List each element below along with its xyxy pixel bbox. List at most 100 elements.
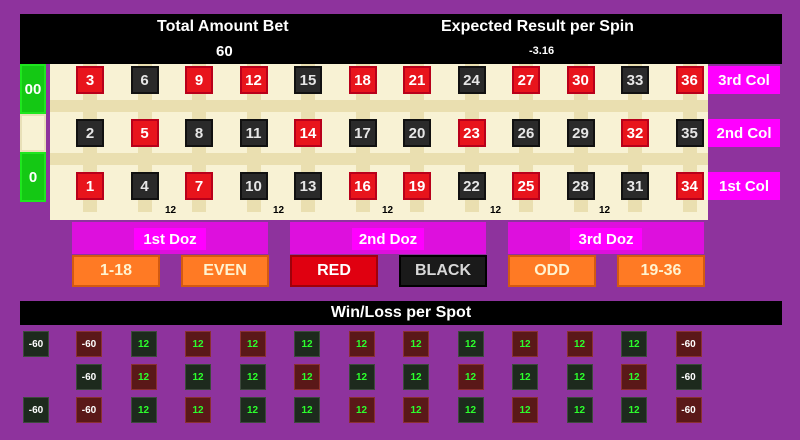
winloss-cell: 12 (512, 364, 538, 390)
number-17[interactable]: 17 (348, 119, 377, 147)
winloss-cell: 12 (403, 331, 429, 357)
column-2-button[interactable]: 2nd Col (708, 119, 780, 147)
dozen-bet-value: 12 (599, 205, 611, 216)
dozen-bet-value: 12 (273, 205, 285, 216)
dozen-3-label: 3rd Doz (570, 228, 642, 250)
red-button[interactable]: RED (290, 255, 378, 287)
number-31[interactable]: 31 (621, 172, 649, 200)
number-25[interactable]: 25 (512, 172, 540, 200)
number-24[interactable]: 24 (457, 66, 486, 94)
even-button[interactable]: EVEN (181, 255, 269, 287)
black-button[interactable]: BLACK (399, 255, 487, 287)
winloss-cell: -60 (76, 331, 102, 357)
summary-bar: Total Amount Bet 60 Expected Result per … (20, 14, 782, 64)
winloss-cell: 12 (185, 364, 211, 390)
winloss-cell: 12 (403, 364, 429, 390)
winloss-cell: -60 (76, 397, 102, 423)
winloss-cell: 12 (130, 364, 157, 390)
dozen-bet-value: 12 (490, 205, 502, 216)
number-32[interactable]: 32 (621, 119, 649, 147)
winloss-cell: 12 (566, 331, 593, 357)
column-3-button[interactable]: 3rd Col (708, 66, 780, 94)
number-28[interactable]: 28 (566, 172, 595, 200)
expected-result-value: -3.16 (529, 45, 555, 57)
number-8[interactable]: 8 (185, 119, 213, 147)
high-19-36-button[interactable]: 19-36 (617, 255, 705, 287)
number-5[interactable]: 5 (130, 119, 159, 147)
winloss-cell: 12 (239, 331, 266, 357)
dozen-2-label: 2nd Doz (352, 228, 424, 250)
board-grid-line (50, 100, 708, 112)
number-10[interactable]: 10 (239, 172, 268, 200)
number-2[interactable]: 2 (76, 119, 104, 147)
winloss-cell: 12 (457, 364, 484, 390)
winloss-zero-cell: -60 (23, 331, 49, 357)
number-36[interactable]: 36 (675, 66, 704, 94)
dozen-bet-value: 12 (165, 205, 177, 216)
zero-00[interactable]: 00 (20, 64, 46, 114)
winloss-cell: 12 (512, 397, 538, 423)
winloss-cell: 12 (239, 364, 266, 390)
dozen-1-label: 1st Doz (134, 228, 206, 250)
number-23[interactable]: 23 (457, 119, 486, 147)
total-amount-value: 60 (216, 43, 233, 60)
number-16[interactable]: 16 (348, 172, 377, 200)
number-1[interactable]: 1 (76, 172, 104, 200)
winloss-cell: 12 (130, 331, 157, 357)
number-33[interactable]: 33 (621, 66, 649, 94)
dozen-3-button[interactable]: 3rd Doz (508, 222, 704, 254)
number-12[interactable]: 12 (239, 66, 268, 94)
winloss-cell: 12 (403, 397, 429, 423)
number-20[interactable]: 20 (403, 119, 431, 147)
number-7[interactable]: 7 (185, 172, 213, 200)
winloss-cell: 12 (348, 331, 375, 357)
dozen-1-button[interactable]: 1st Doz (72, 222, 268, 254)
number-13[interactable]: 13 (294, 172, 322, 200)
number-18[interactable]: 18 (348, 66, 377, 94)
winloss-cell: -60 (675, 364, 702, 390)
winloss-cell: 12 (348, 364, 375, 390)
number-3[interactable]: 3 (76, 66, 104, 94)
winloss-cell: 12 (457, 331, 484, 357)
winloss-zero-cell: -60 (23, 397, 49, 423)
winloss-cell: 12 (457, 397, 484, 423)
winloss-cell: 12 (512, 331, 538, 357)
winloss-cell: 12 (294, 364, 320, 390)
expected-result-label: Expected Result per Spin (441, 18, 634, 35)
number-4[interactable]: 4 (130, 172, 159, 200)
winloss-cell: -60 (675, 397, 702, 423)
number-22[interactable]: 22 (457, 172, 486, 200)
winloss-title: Win/Loss per Spot (20, 301, 782, 325)
board-grid-line (50, 153, 708, 165)
winloss-cell: 12 (185, 331, 211, 357)
number-26[interactable]: 26 (512, 119, 540, 147)
zero-0[interactable]: 0 (20, 152, 46, 202)
low-1-18-button[interactable]: 1-18 (72, 255, 160, 287)
column-1-button[interactable]: 1st Col (708, 172, 780, 200)
number-29[interactable]: 29 (566, 119, 595, 147)
number-9[interactable]: 9 (185, 66, 213, 94)
number-11[interactable]: 11 (239, 119, 268, 147)
number-6[interactable]: 6 (130, 66, 159, 94)
winloss-cell: 12 (621, 331, 647, 357)
winloss-cell: 12 (185, 397, 211, 423)
number-35[interactable]: 35 (675, 119, 704, 147)
zero-split[interactable] (20, 114, 46, 152)
number-34[interactable]: 34 (675, 172, 704, 200)
number-19[interactable]: 19 (403, 172, 431, 200)
dozen-2-button[interactable]: 2nd Doz (290, 222, 486, 254)
winloss-cell: 12 (348, 397, 375, 423)
number-30[interactable]: 30 (566, 66, 595, 94)
winloss-cell: 12 (566, 364, 593, 390)
number-15[interactable]: 15 (294, 66, 322, 94)
odd-button[interactable]: ODD (508, 255, 596, 287)
winloss-cell: -60 (76, 364, 102, 390)
number-27[interactable]: 27 (512, 66, 540, 94)
number-14[interactable]: 14 (294, 119, 322, 147)
total-amount-label: Total Amount Bet (157, 18, 289, 35)
number-21[interactable]: 21 (403, 66, 431, 94)
winloss-cell: 12 (566, 397, 593, 423)
dozen-bet-value: 12 (382, 205, 394, 216)
winloss-cell: 12 (239, 397, 266, 423)
winloss-cell: 12 (130, 397, 157, 423)
